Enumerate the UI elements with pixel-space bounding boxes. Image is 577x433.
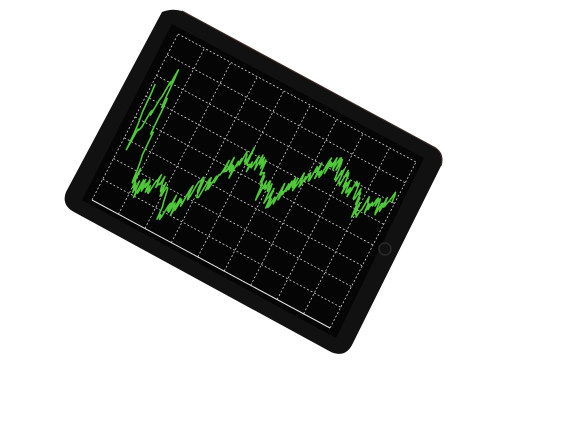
tablet-screen: [82, 24, 424, 338]
grid-line-horizontal: [145, 95, 384, 225]
home-button-icon: [378, 242, 392, 256]
grid-line-vertical: [329, 161, 417, 329]
grid-line-horizontal: [113, 158, 352, 287]
grid-line-horizontal: [177, 33, 417, 163]
grid-line-horizontal: [134, 116, 374, 246]
grid-line-horizontal: [167, 54, 406, 184]
chart-baseline: [91, 199, 331, 329]
grid-line-horizontal: [102, 178, 341, 308]
grid-line-horizontal: [156, 75, 395, 204]
grid-line-vertical: [170, 76, 258, 243]
stock-chart: [91, 33, 417, 329]
grid-line-vertical: [118, 48, 205, 215]
tablet-edge-highlight: [181, 10, 443, 167]
grid-line-vertical: [276, 133, 364, 300]
price-line: [125, 69, 397, 221]
grid-line-horizontal: [124, 137, 363, 267]
